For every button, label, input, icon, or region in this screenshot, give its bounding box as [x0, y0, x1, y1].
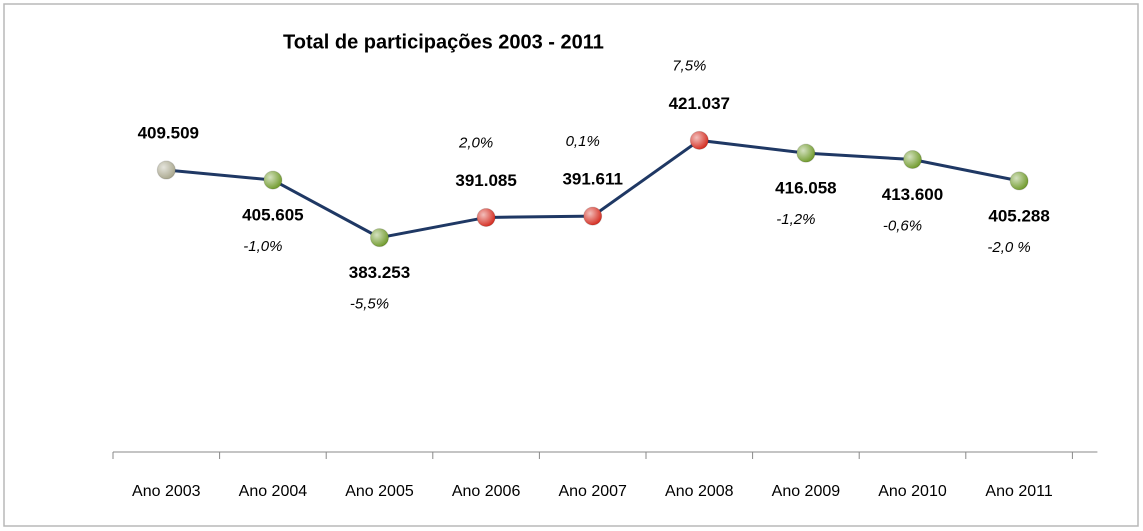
value-label: 409.509: [138, 123, 199, 142]
change-label: -2,0 %: [987, 239, 1030, 256]
value-label: 391.085: [455, 171, 516, 190]
value-label: 421.037: [669, 94, 730, 113]
x-tick-label: Ano 2006: [452, 483, 521, 500]
point-shine: [370, 228, 389, 247]
chart-title: Total de participações 2003 - 2011: [283, 31, 604, 53]
change-label: 0,1%: [566, 133, 600, 150]
point-shine: [690, 131, 709, 150]
value-label: 405.605: [242, 206, 303, 225]
value-label: 391.611: [562, 170, 623, 189]
point-shine: [796, 144, 815, 163]
change-label: -0,6%: [883, 217, 922, 234]
chart-frame: [3, 3, 1139, 527]
value-label: 416.058: [775, 179, 836, 198]
change-label: -5,5%: [350, 296, 389, 313]
point-shine: [1010, 171, 1029, 190]
change-label: -1,0%: [243, 238, 282, 255]
x-tick-label: Ano 2010: [878, 483, 947, 500]
x-tick-label: Ano 2005: [345, 483, 414, 500]
x-tick-label: Ano 2008: [665, 483, 734, 500]
value-label: 413.600: [882, 185, 943, 204]
x-tick-label: Ano 2007: [558, 483, 627, 500]
change-label: 2,0%: [458, 134, 493, 151]
point-shine: [263, 171, 282, 190]
value-label: 405.288: [988, 206, 1049, 225]
change-label: 7,5%: [672, 57, 706, 74]
point-shine: [157, 161, 176, 180]
value-label: 383.253: [349, 263, 410, 282]
point-shine: [477, 208, 496, 227]
x-tick-label: Ano 2009: [772, 483, 841, 500]
change-label: -1,2%: [776, 211, 815, 228]
x-tick-label: Ano 2011: [985, 483, 1052, 500]
point-shine: [903, 150, 922, 169]
point-shine: [583, 207, 602, 226]
x-tick-label: Ano 2004: [239, 483, 308, 500]
x-tick-label: Ano 2003: [132, 483, 201, 500]
